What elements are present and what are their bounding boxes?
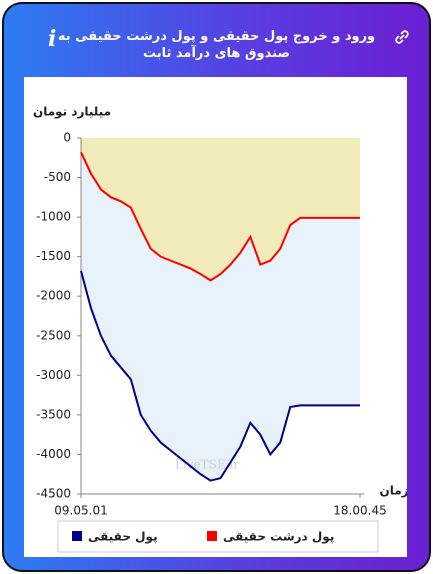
- y-tick-label: -1000: [36, 210, 71, 224]
- chart: 0 -500 -1000 -1500 -2000 -2500 -3000 -3500 -4000…: [24, 77, 407, 557]
- legend-swatch: [72, 531, 82, 541]
- legend-label: پول درشت حقیقی: [223, 530, 334, 545]
- y-tick-label: -1500: [36, 249, 71, 263]
- y-tick-label: -2500: [36, 328, 71, 342]
- chart-title: ورود و خروج پول حقیقی و پول درشت حقیقی ب…: [57, 29, 376, 61]
- link-icon[interactable]: [393, 28, 411, 46]
- x-tick-label: 09.05.01: [54, 504, 107, 518]
- legend-box: [57, 520, 379, 553]
- y-tick-label: -3500: [36, 407, 71, 421]
- watermark: LiveTSE.ir: [175, 458, 239, 472]
- y-axis-title: میلیارد تومان: [33, 105, 111, 120]
- x-tick-label: 18.00.45: [333, 504, 386, 518]
- y-tick-label: -3000: [36, 368, 71, 382]
- legend-label: پول حقیقی: [88, 530, 158, 545]
- info-icon[interactable]: i: [48, 26, 57, 52]
- y-tick-label: 0: [63, 131, 71, 145]
- legend-swatch: [207, 531, 217, 541]
- series-line: [80, 151, 360, 282]
- y-tick-label: -4000: [36, 447, 71, 461]
- area: [81, 138, 360, 281]
- series-line: [80, 270, 360, 482]
- y-tick-label: -500: [44, 170, 71, 184]
- y-tick-label: -2000: [36, 289, 71, 303]
- y-tick-label: -4500: [36, 487, 71, 501]
- x-axis-title: زمان: [379, 484, 407, 498]
